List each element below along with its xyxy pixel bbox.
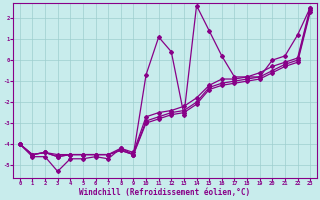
X-axis label: Windchill (Refroidissement éolien,°C): Windchill (Refroidissement éolien,°C) [79, 188, 251, 197]
